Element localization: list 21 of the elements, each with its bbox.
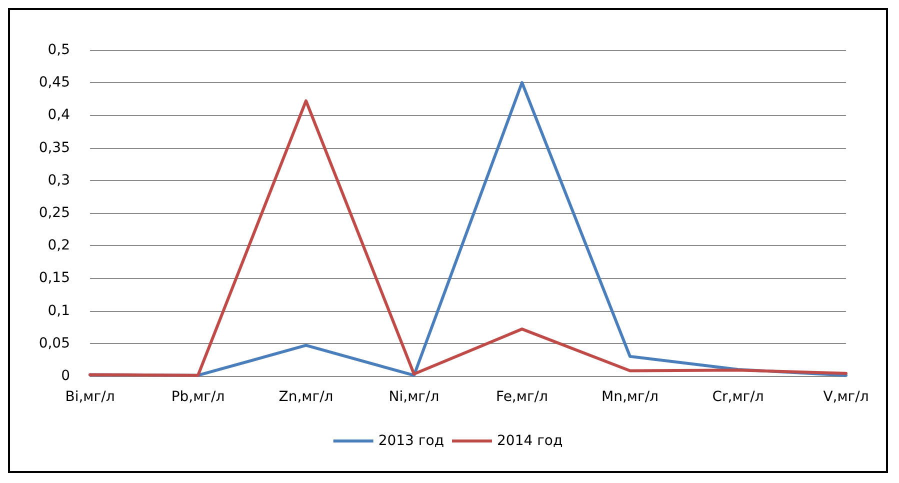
- y-tick-label: 0: [61, 368, 70, 384]
- y-tick-label: 0,1: [48, 302, 70, 319]
- y-tick-label: 0,4: [48, 107, 70, 124]
- x-tick-label: Cr,мг/л: [712, 389, 764, 405]
- y-tick-label: 0,3: [48, 172, 70, 188]
- x-tick-label: V,мг/л: [823, 389, 869, 405]
- x-tick-label: Bi,мг/л: [65, 389, 115, 405]
- x-tick-label: Mn,мг/л: [602, 389, 658, 405]
- y-tick-label: 0,05: [38, 335, 70, 352]
- legend-label: 2014 год: [497, 433, 563, 449]
- y-tick-label: 0,45: [38, 74, 70, 91]
- y-tick-label: 0,15: [38, 270, 70, 286]
- y-tick-label: 0,25: [38, 205, 70, 221]
- y-tick-label: 0,35: [38, 140, 70, 156]
- y-tick-label: 0,2: [48, 238, 70, 254]
- legend-label: 2013 год: [378, 433, 444, 449]
- x-tick-label: Zn,мг/л: [278, 389, 334, 405]
- y-tick-label: 0,5: [48, 42, 70, 58]
- x-tick-label: Fe,мг/л: [496, 389, 548, 405]
- x-tick-label: Ni,мг/л: [388, 389, 440, 405]
- x-tick-label: Pb,мг/л: [171, 389, 225, 405]
